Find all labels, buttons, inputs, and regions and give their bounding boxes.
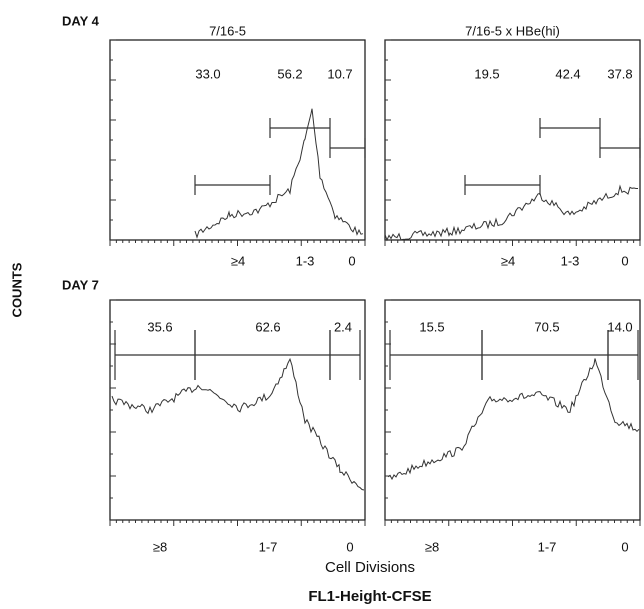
division-label: 1-7 xyxy=(538,539,557,554)
panel-frame xyxy=(384,39,641,241)
gate-marker xyxy=(194,330,331,380)
histogram-trace xyxy=(194,108,364,239)
gate-marker xyxy=(329,330,361,380)
gate-marker xyxy=(194,175,271,195)
gate-marker xyxy=(114,330,196,380)
gate-marker xyxy=(607,330,639,380)
division-label: 1-3 xyxy=(296,253,315,268)
gate-marker xyxy=(464,175,541,195)
histogram-trace xyxy=(387,358,640,481)
gate-percent: 19.5 xyxy=(474,66,499,81)
gate-percent: 70.5 xyxy=(534,319,559,334)
gate-percent: 35.6 xyxy=(147,319,172,334)
division-label: ≥4 xyxy=(501,253,515,268)
row-label: DAY 4 xyxy=(62,13,100,28)
gate-percent: 56.2 xyxy=(277,66,302,81)
row-label: DAY 7 xyxy=(62,277,99,292)
division-label: 0 xyxy=(346,539,353,554)
division-label: ≥8 xyxy=(425,539,439,554)
gate-marker xyxy=(269,118,331,138)
gate-percent: 62.6 xyxy=(255,319,280,334)
division-label: ≥4 xyxy=(231,253,245,268)
gate-marker xyxy=(329,138,366,158)
y-axis-label: COUNTS xyxy=(9,262,24,317)
x-axis-label: Cell Divisions xyxy=(325,559,415,576)
division-label: 0 xyxy=(621,539,628,554)
gate-percent: 10.7 xyxy=(327,66,352,81)
division-label: ≥8 xyxy=(153,539,167,554)
gate-percent: 42.4 xyxy=(555,66,580,81)
column-title: 7/16-5 xyxy=(209,23,246,38)
division-label: 1-3 xyxy=(561,253,580,268)
gate-percent: 14.0 xyxy=(607,319,632,334)
column-title: 7/16-5 x HBe(hi) xyxy=(465,23,560,38)
division-label: 1-7 xyxy=(259,539,278,554)
division-label: 0 xyxy=(621,253,628,268)
division-label: 0 xyxy=(348,253,355,268)
x-axis-sublabel: FL1-Height-CFSE xyxy=(308,588,431,605)
gate-marker xyxy=(389,330,483,380)
histogram-trace xyxy=(384,184,638,242)
gate-percent: 15.5 xyxy=(419,319,444,334)
gate-percent: 2.4 xyxy=(334,319,352,334)
gate-percent: 37.8 xyxy=(607,66,632,81)
gate-marker xyxy=(539,118,601,138)
gate-percent: 33.0 xyxy=(195,66,220,81)
histogram-trace xyxy=(111,357,365,491)
gate-marker xyxy=(599,138,641,158)
